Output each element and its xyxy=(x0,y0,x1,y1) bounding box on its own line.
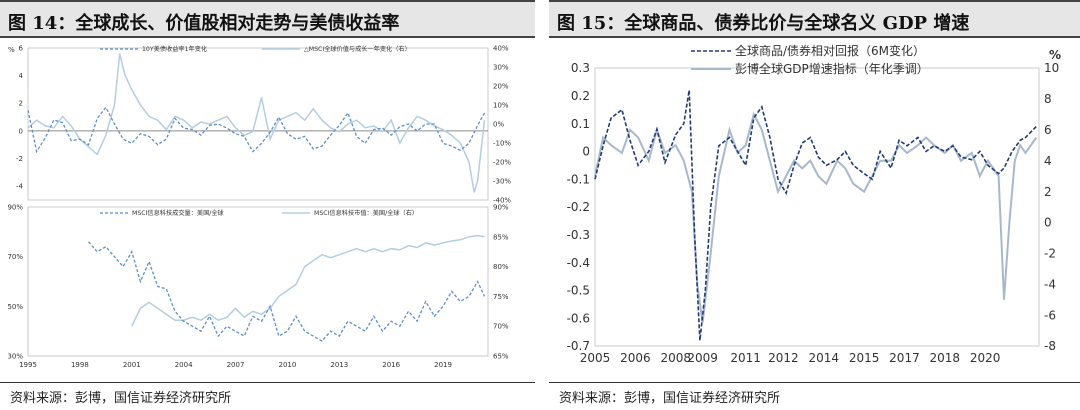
y-tick-label-right: 90% xyxy=(493,203,509,211)
y-tick-label-left: 0.2 xyxy=(571,89,590,103)
left-panel: 图 14：全球成长、价值股相对走势与美债收益率 6 4 2 0 -2 -4 40% 30% 20… xyxy=(0,0,535,410)
y-tick-label-left: -4 xyxy=(16,183,24,191)
unit-label: % xyxy=(8,46,15,54)
x-tick-label: 1995 xyxy=(19,361,37,369)
y-tick-label-right: 0 xyxy=(1044,216,1052,230)
y-tick-label-right: 75% xyxy=(493,293,509,301)
x-tick-label: 2010 xyxy=(278,361,296,369)
x-tick-label: 2006 xyxy=(620,351,651,365)
x-tick-label: 2005 xyxy=(580,351,611,365)
plot-frame xyxy=(27,206,489,357)
y-tick-label-right: 2 xyxy=(1044,185,1052,199)
y-tick-label-left: 0.3 xyxy=(571,61,590,75)
left-chart-canvas: 6 4 2 0 -2 -4 40% 30% 20% 10% 0% -10% -20% -30% -40% 10… xyxy=(7,44,511,369)
y-tick-label-right: 0% xyxy=(493,120,504,128)
title-bar: 图 14：全球成长、价值股相对走势与美债收益率 xyxy=(0,0,535,38)
legend-label: 全球商品/债券相对回报（6M变化） xyxy=(735,43,925,58)
x-tick-label: 2019 xyxy=(434,361,452,369)
x-tick-label: 2009 xyxy=(687,351,718,365)
y-tick-label-left: -0.1 xyxy=(567,172,590,186)
y-tick-label-left: -0.4 xyxy=(567,256,590,270)
figure-title: 图 14：全球成长、价值股相对走势与美债收益率 xyxy=(8,13,400,34)
y-tick-label-right: 10% xyxy=(493,101,509,109)
x-tick-label: 2018 xyxy=(930,351,961,365)
series-line xyxy=(27,53,486,193)
plot-frame xyxy=(594,67,1040,347)
y-tick-label-right: 20% xyxy=(493,82,509,90)
x-tick-label: 2013 xyxy=(330,361,348,369)
y-tick-label-right: 40% xyxy=(493,44,509,52)
y-tick-label-left: -0.6 xyxy=(567,311,590,325)
y-tick-label-left: 2 xyxy=(19,100,23,108)
series-line xyxy=(131,234,485,327)
y-tick-label-right: 4 xyxy=(1044,154,1052,168)
x-tick-label: 2015 xyxy=(849,351,880,365)
title-bar: 图 15：全球商品、债券比价与全球名义 GDP 增速 xyxy=(549,0,1080,38)
y-tick-label-right: 30% xyxy=(493,63,509,71)
y-tick-label-right: 65% xyxy=(493,352,509,360)
x-tick-label: 2004 xyxy=(175,361,193,369)
x-tick-label: 1998 xyxy=(71,361,89,369)
y-tick-label-right: -20% xyxy=(493,158,511,166)
series-line xyxy=(594,111,1038,323)
y-tick-label-left: -0.3 xyxy=(567,228,590,242)
y-tick-label-right: 6 xyxy=(1044,123,1052,137)
y-tick-label-right: 80% xyxy=(493,263,509,271)
legend-label: 10Y美债收益率1年变化 xyxy=(142,45,207,53)
x-tick-label: 2020 xyxy=(970,351,1001,365)
y-tick-label-left: 30% xyxy=(7,352,23,360)
legend-label: MSCI信息科技市值：美国/全球（右） xyxy=(314,209,418,217)
right-panel: 图 15：全球商品、债券比价与全球名义 GDP 增速 0.3 0.2 0.1 0 -0.… xyxy=(549,0,1080,410)
y-tick-label-left: 0 xyxy=(582,145,590,159)
y-tick-label-right: -2 xyxy=(1044,247,1056,261)
unit-label: % xyxy=(1049,48,1061,62)
right-chart-canvas: 0.3 0.2 0.1 0 -0.1 -0.2 -0.3 -0.4 -0.5 -0.6 -0.7 10… xyxy=(567,43,1061,365)
y-tick-label-left: 0.1 xyxy=(571,117,590,131)
x-tick-label: 2016 xyxy=(382,361,400,369)
x-tick-label: 2007 xyxy=(227,361,245,369)
y-tick-label-right: -30% xyxy=(493,177,511,185)
source-note: 资料来源：彭博，国信证券经济研究所 xyxy=(10,391,232,406)
source-note: 资料来源：彭博，国信证券经济研究所 xyxy=(559,391,781,406)
y-tick-label-right: 85% xyxy=(493,233,509,241)
y-tick-label-right: -10% xyxy=(493,139,511,147)
y-tick-label-left: 70% xyxy=(7,253,23,261)
x-tick-label: 2011 xyxy=(730,351,761,365)
x-tick-label: 2017 xyxy=(889,351,920,365)
x-tick-label: 2008 xyxy=(660,351,691,365)
legend-label: △MSCI全球价值与成长一年变化（右） xyxy=(304,45,411,53)
legend-label: MSCI信息科技成交量：美国/全球 xyxy=(132,209,225,217)
plot-frame xyxy=(27,47,489,201)
y-tick-label-left: -0.2 xyxy=(567,200,590,214)
y-tick-label-right: 10 xyxy=(1044,61,1059,75)
y-tick-label-right: 70% xyxy=(493,323,509,331)
series-line xyxy=(88,241,486,342)
legend-label: 彭博全球GDP增速指标（年化季调） xyxy=(735,61,929,76)
series-line xyxy=(27,106,486,154)
bottom-rule xyxy=(0,382,535,383)
y-tick-label-right: -4 xyxy=(1044,277,1056,291)
bottom-rule xyxy=(549,382,1080,383)
x-tick-label: 2001 xyxy=(123,361,141,369)
figure-title: 图 15：全球商品、债券比价与全球名义 GDP 增速 xyxy=(557,13,970,34)
y-tick-label-right: -8 xyxy=(1044,339,1056,353)
y-tick-label-left: 50% xyxy=(7,303,23,311)
y-tick-label-left: -0.5 xyxy=(567,284,590,298)
y-tick-label-right: -40% xyxy=(493,196,511,204)
y-tick-label-left: 4 xyxy=(19,72,24,80)
y-tick-label-left: -0.7 xyxy=(567,339,590,353)
x-tick-label: 2014 xyxy=(808,351,839,365)
y-tick-label-left: 6 xyxy=(19,44,24,52)
y-tick-label-left: 0 xyxy=(19,127,23,135)
y-tick-label-left: 90% xyxy=(7,203,23,211)
y-tick-label-left: -2 xyxy=(16,155,23,163)
x-tick-label: 2012 xyxy=(768,351,799,365)
y-tick-label-right: -6 xyxy=(1044,308,1056,322)
y-tick-label-right: 8 xyxy=(1044,92,1052,106)
series-line xyxy=(594,90,1037,341)
